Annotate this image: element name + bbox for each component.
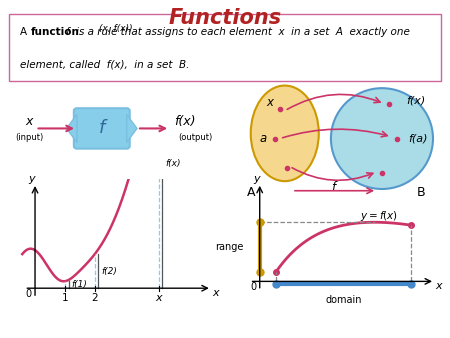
Text: y: y <box>253 174 260 184</box>
Text: f(a): f(a) <box>409 134 428 144</box>
Text: (x, f(x)): (x, f(x)) <box>99 24 133 33</box>
Text: f(x): f(x) <box>406 95 426 105</box>
Text: x: x <box>155 293 162 303</box>
Ellipse shape <box>331 88 433 189</box>
Text: B: B <box>417 186 425 199</box>
Text: x: x <box>213 288 219 298</box>
Text: (output): (output) <box>178 133 213 142</box>
Text: 1: 1 <box>62 293 68 303</box>
Text: $y = f(x)$: $y = f(x)$ <box>360 209 399 223</box>
FancyBboxPatch shape <box>9 14 441 81</box>
Text: element, called  f(x),  in a set  B.: element, called f(x), in a set B. <box>20 59 189 69</box>
Text: 2: 2 <box>91 293 98 303</box>
Ellipse shape <box>251 86 319 181</box>
Text: f(2): f(2) <box>101 267 117 276</box>
Text: A: A <box>20 27 27 38</box>
Text: function: function <box>31 27 80 38</box>
Text: f: f <box>99 119 105 138</box>
Text: 0: 0 <box>251 282 257 292</box>
Text: f(x): f(x) <box>165 159 180 168</box>
Polygon shape <box>67 114 77 143</box>
FancyBboxPatch shape <box>74 108 130 149</box>
Text: f  is a rule that assigns to each element  x  in a set  A  exactly one: f is a rule that assigns to each element… <box>66 27 410 38</box>
Text: a: a <box>259 132 266 145</box>
Text: x: x <box>267 96 274 108</box>
Text: domain: domain <box>325 295 361 305</box>
Text: Functions: Functions <box>168 8 282 28</box>
Text: A: A <box>247 186 255 199</box>
Text: f: f <box>331 181 335 194</box>
Text: (input): (input) <box>15 133 44 142</box>
Polygon shape <box>126 114 137 143</box>
Text: 0: 0 <box>26 289 32 299</box>
Text: y: y <box>28 174 35 184</box>
Text: range: range <box>215 242 243 252</box>
Text: f(x): f(x) <box>174 115 196 128</box>
Text: x: x <box>436 281 442 291</box>
Text: f(1): f(1) <box>71 280 87 289</box>
Text: x: x <box>26 115 33 128</box>
